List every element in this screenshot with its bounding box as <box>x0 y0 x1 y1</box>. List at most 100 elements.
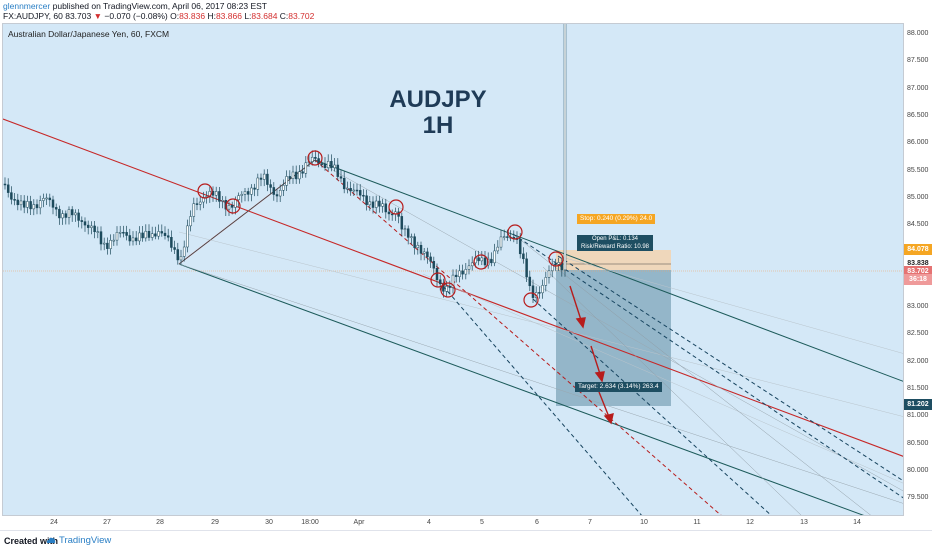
candle-body <box>29 201 32 210</box>
open-value: 83.836 <box>179 11 206 21</box>
candle-body <box>470 262 474 267</box>
candle-body <box>381 203 384 207</box>
candle-body <box>93 225 96 233</box>
candle-body <box>115 231 119 241</box>
dashed-red-line-1[interactable] <box>314 159 723 516</box>
candle-body <box>346 188 349 190</box>
median-line[interactable] <box>3 118 904 457</box>
price-tick-label: 80.500 <box>907 439 929 447</box>
price-tick-label: 82.000 <box>907 357 929 365</box>
fan-line-2 <box>178 231 903 417</box>
candle-body <box>250 187 253 195</box>
tradingview-cloud-icon[interactable] <box>46 536 56 545</box>
open-label: O: <box>170 11 180 21</box>
pivot-circle[interactable] <box>225 198 241 214</box>
candle-body <box>326 161 330 169</box>
target-label[interactable]: Target: 2.634 (3.14%) 263.4 <box>575 382 662 392</box>
candle-body <box>490 259 493 264</box>
price-tick-label: 85.000 <box>907 193 929 201</box>
time-tick-label: 12 <box>746 519 754 526</box>
author-link[interactable]: glennmercer <box>3 1 51 11</box>
channel-upper-line[interactable] <box>314 159 904 382</box>
candle-body <box>141 232 144 239</box>
candle-body <box>438 279 442 285</box>
dashed-dark-line-2[interactable] <box>512 233 904 499</box>
candle-body <box>125 232 128 236</box>
fan-line-6 <box>512 233 871 515</box>
candle-body <box>528 276 532 287</box>
pivot-circle[interactable] <box>548 251 564 267</box>
footer: Created with TradingView <box>0 530 932 550</box>
pivot-circle[interactable] <box>523 292 539 308</box>
candle-body <box>278 190 282 197</box>
price-tick-label: 86.000 <box>907 139 929 147</box>
candle-body <box>195 203 199 205</box>
candle-body <box>198 201 202 205</box>
candle-body <box>234 199 237 208</box>
candle-body <box>400 216 404 230</box>
price-tick-label: 82.500 <box>907 330 929 338</box>
candle-body <box>294 171 298 180</box>
annotation-timeframe: 1H <box>422 112 454 139</box>
candle-body <box>131 237 135 242</box>
pl-info-box[interactable]: Open P&L: 0.134 Risk/Reward Ratio: 10.98 <box>577 235 653 251</box>
change-value: −0.070 (−0.08%) <box>104 11 168 21</box>
candle-body <box>35 204 39 209</box>
candle-body <box>45 197 48 200</box>
low-value: 83.684 <box>251 11 278 21</box>
close-label: C: <box>279 11 289 21</box>
candle-body <box>333 164 336 169</box>
fan-line-5 <box>542 266 802 515</box>
candle-body <box>77 212 80 221</box>
candle-body <box>259 177 263 180</box>
candle-body <box>182 246 186 257</box>
fan-line-7 <box>557 255 903 354</box>
candle-body <box>64 213 68 218</box>
price-tick-label: 87.000 <box>907 84 929 92</box>
candle-body <box>48 197 52 201</box>
candle-body <box>320 163 324 166</box>
tradingview-brand-link[interactable]: TradingView <box>59 535 112 546</box>
candle-body <box>547 270 551 278</box>
candle-body <box>230 204 234 208</box>
dashed-dark-line-1[interactable] <box>442 285 643 516</box>
dashed-dark-line-3[interactable] <box>557 255 904 482</box>
candle-body <box>403 228 407 230</box>
candle-body <box>355 189 359 192</box>
candle-body <box>435 268 439 281</box>
time-tick-label: 11 <box>693 519 701 526</box>
candle-body <box>342 177 346 190</box>
candle-body <box>166 235 170 238</box>
pivot-circle[interactable] <box>473 254 489 270</box>
time-tick-label: Apr <box>353 519 365 526</box>
dashed-dark-line-4[interactable] <box>532 298 773 516</box>
chart-canvas[interactable] <box>3 24 904 516</box>
candle-body <box>160 231 164 234</box>
channel-lower-line[interactable] <box>178 263 868 516</box>
price-axis[interactable]: 88.000 87.500 87.000 86.500 86.000 85.500 85.0… <box>904 23 932 516</box>
pivot-circle[interactable] <box>388 199 404 215</box>
price-tick-label: 85.500 <box>907 166 929 174</box>
candle-body <box>387 211 391 215</box>
chart-pane[interactable]: Australian Dollar/Japanese Yen, 60, FXCM… <box>2 23 904 516</box>
pivot-circle[interactable] <box>507 224 523 240</box>
pivot-circle[interactable] <box>197 183 213 199</box>
candle-body <box>96 231 100 233</box>
time-axis[interactable]: 24 27 28 29 30 18:00 Apr 4 5 6 7 10 11 12 13 14 <box>2 516 904 530</box>
price-tick-label: 88.000 <box>907 30 929 37</box>
candle-body <box>83 221 87 226</box>
stop-zone[interactable] <box>556 250 671 270</box>
candle-body <box>416 244 420 248</box>
candle-body <box>426 251 429 258</box>
pivot-circle[interactable] <box>307 150 323 166</box>
pivot-circle[interactable] <box>440 282 456 298</box>
candle-body <box>189 216 192 227</box>
arrow-line-2 <box>590 345 601 375</box>
low-label: L: <box>244 11 252 21</box>
candle-body <box>480 257 484 262</box>
candle-body <box>384 203 388 213</box>
stop-label[interactable]: Stop: 0.240 (0.29%) 24.0 <box>577 214 656 224</box>
candle-body <box>378 200 381 207</box>
price-badge: 36:18 <box>904 274 932 285</box>
pivot-circle[interactable] <box>430 272 446 288</box>
